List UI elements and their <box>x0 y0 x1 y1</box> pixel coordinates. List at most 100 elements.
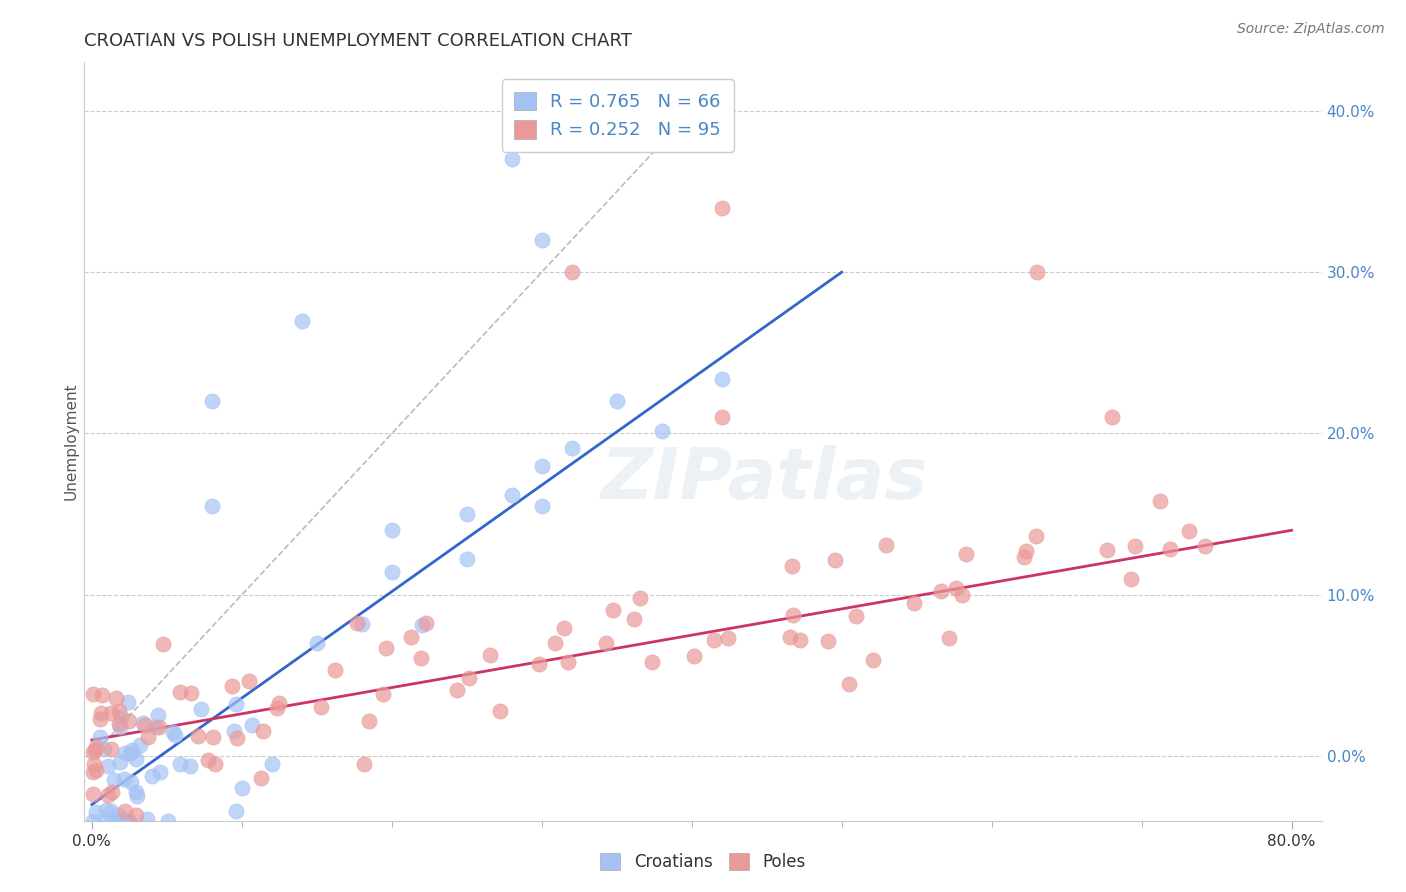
Point <box>100 741 122 756</box>
Point <box>100 706 122 720</box>
Point <box>623 612 645 626</box>
Point <box>117 814 139 828</box>
Point <box>82 765 104 780</box>
Point <box>561 265 583 279</box>
Point <box>83 743 105 757</box>
Point <box>108 720 131 734</box>
Point <box>179 759 201 773</box>
Point <box>83 756 105 771</box>
Point <box>457 672 479 686</box>
Point <box>96 814 118 828</box>
Point <box>1178 524 1201 538</box>
Point <box>103 773 125 788</box>
Point <box>501 488 523 502</box>
Point <box>197 753 219 767</box>
Point <box>357 714 380 729</box>
Point <box>779 630 801 644</box>
Point <box>231 781 253 796</box>
Point <box>862 653 884 667</box>
Point <box>938 631 960 645</box>
Point <box>373 687 395 701</box>
Point <box>135 812 157 826</box>
Point <box>553 622 575 636</box>
Point <box>845 608 868 623</box>
Point <box>595 636 617 650</box>
Point <box>134 717 156 731</box>
Point <box>100 804 122 818</box>
Point <box>305 636 328 650</box>
Point <box>225 804 247 818</box>
Point <box>488 704 510 718</box>
Point <box>82 746 104 760</box>
Point <box>204 757 226 772</box>
Point <box>108 755 131 769</box>
Point <box>141 769 163 783</box>
Point <box>374 640 396 655</box>
Point <box>84 763 107 777</box>
Point <box>190 701 212 715</box>
Point <box>1025 265 1047 279</box>
Point <box>112 772 135 787</box>
Point <box>527 657 550 671</box>
Point <box>121 743 143 757</box>
Point <box>110 709 132 723</box>
Point <box>782 607 804 622</box>
Point <box>222 723 245 738</box>
Point <box>824 553 846 567</box>
Point <box>93 742 115 756</box>
Point <box>266 701 288 715</box>
Point <box>101 814 124 828</box>
Point <box>1149 494 1171 508</box>
Point <box>132 716 155 731</box>
Point <box>89 730 111 744</box>
Point <box>557 655 579 669</box>
Point <box>90 688 112 702</box>
Point <box>225 731 247 745</box>
Point <box>97 788 120 802</box>
Point <box>169 757 191 772</box>
Point <box>780 559 803 574</box>
Point <box>1194 539 1216 553</box>
Point <box>544 636 567 650</box>
Text: ZIPatlas: ZIPatlas <box>602 445 928 514</box>
Point <box>353 756 375 771</box>
Point <box>641 656 664 670</box>
Point <box>125 785 148 799</box>
Point <box>128 739 150 753</box>
Point <box>260 757 283 772</box>
Point <box>703 633 725 648</box>
Point <box>157 814 180 828</box>
Legend: R = 0.765   N = 66, R = 0.252   N = 95: R = 0.765 N = 66, R = 0.252 N = 95 <box>502 79 734 152</box>
Point <box>415 615 437 630</box>
Point <box>399 630 422 644</box>
Point <box>945 581 967 595</box>
Point <box>530 233 553 247</box>
Point <box>84 740 107 755</box>
Point <box>225 697 247 711</box>
Point <box>94 803 117 817</box>
Point <box>1101 410 1123 425</box>
Point <box>1121 572 1143 586</box>
Point <box>125 789 148 804</box>
Point <box>120 774 142 789</box>
Point <box>309 700 332 714</box>
Point <box>97 759 120 773</box>
Point <box>114 814 136 828</box>
Point <box>118 714 141 729</box>
Point <box>291 313 314 327</box>
Point <box>929 583 952 598</box>
Point <box>148 708 170 723</box>
Point <box>107 717 129 731</box>
Point <box>710 201 733 215</box>
Point <box>838 677 860 691</box>
Point <box>955 548 977 562</box>
Point <box>107 814 129 828</box>
Point <box>162 724 184 739</box>
Point <box>346 616 368 631</box>
Point <box>710 372 733 386</box>
Point <box>602 602 624 616</box>
Point <box>530 458 553 473</box>
Point <box>1095 543 1118 558</box>
Point <box>817 633 839 648</box>
Point <box>112 814 135 828</box>
